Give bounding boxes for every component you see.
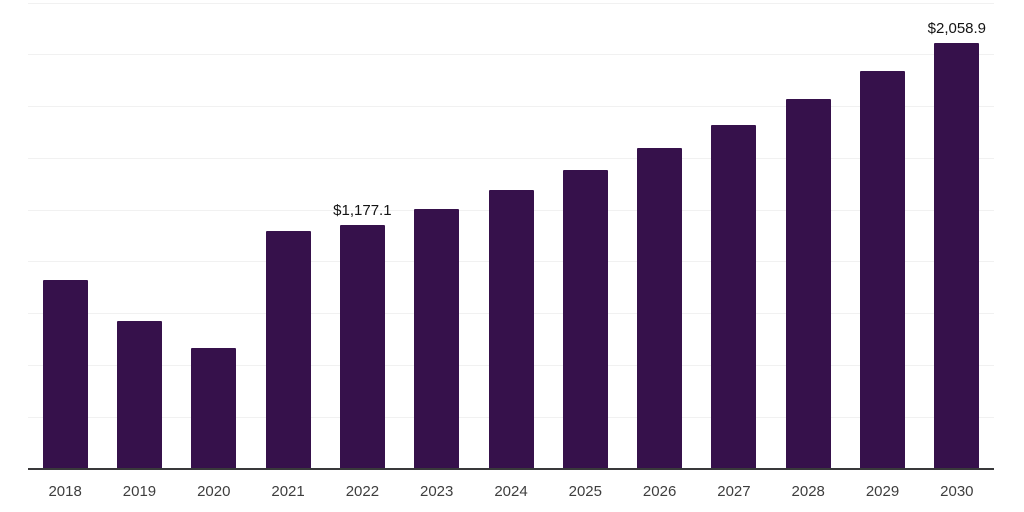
bar-value-label-2030: $2,058.9 (927, 19, 987, 37)
bar-value-label-2022: $1,177.1 (333, 202, 392, 220)
plot-area: $1,177.1 $2,058.9 (28, 2, 994, 469)
bar-2021[interactable] (265, 230, 311, 469)
gridline-1500 (28, 157, 994, 159)
x-tick-label-2027: 2027 (717, 483, 751, 500)
bar-2022[interactable] (339, 225, 385, 469)
x-tick-label-2023: 2023 (420, 483, 454, 500)
bar-2024[interactable] (488, 190, 534, 469)
x-tick-label-2025: 2025 (568, 483, 602, 500)
x-tick-label-2018: 2018 (48, 483, 82, 500)
gridline-2250 (28, 2, 994, 4)
bar-2028[interactable] (785, 98, 831, 469)
x-tick-label-2030: 2030 (940, 483, 974, 500)
gridline-1750 (28, 106, 994, 108)
x-tick-label-2022: 2022 (345, 483, 380, 500)
bar-2030[interactable] (934, 42, 980, 469)
x-tick-label-2020: 2020 (197, 483, 231, 500)
x-tick-label-2024: 2024 (494, 483, 528, 500)
bar-2019[interactable] (116, 320, 162, 469)
bar-2025[interactable] (562, 170, 608, 469)
bar-2027[interactable] (711, 125, 757, 469)
x-tick-label-2019: 2019 (122, 483, 157, 500)
x-tick-label-2028: 2028 (791, 483, 825, 500)
bar-2020[interactable] (191, 348, 237, 469)
x-tick-label-2026: 2026 (642, 483, 677, 500)
bar-2023[interactable] (414, 208, 460, 469)
gridline-2000 (28, 54, 994, 56)
bar-2029[interactable] (860, 71, 906, 469)
x-axis-line (28, 468, 994, 470)
x-axis-labels: 2018 2019 2020 2021 2022 2023 2024 2025 2026 2027… (28, 483, 994, 504)
bar-2018[interactable] (42, 280, 88, 469)
bar-2026[interactable] (637, 148, 683, 469)
x-tick-label-2021: 2021 (271, 483, 305, 500)
x-tick-label-2029: 2029 (865, 483, 900, 500)
